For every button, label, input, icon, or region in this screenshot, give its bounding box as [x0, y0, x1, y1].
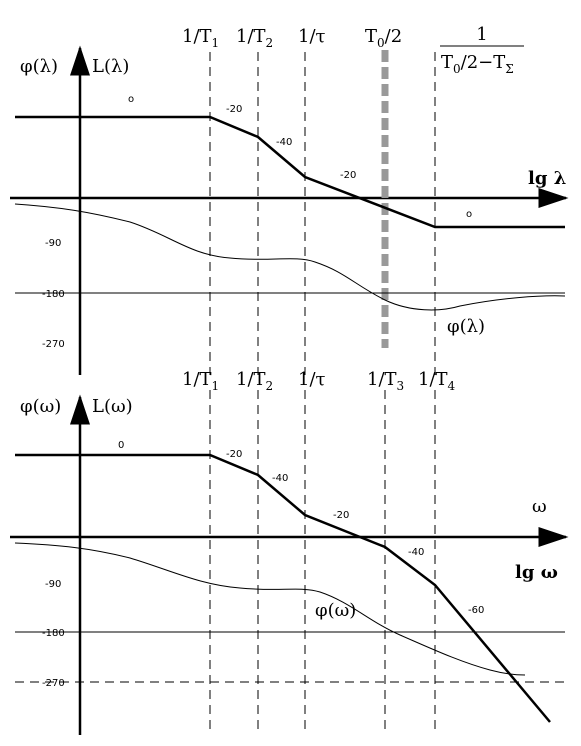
amplitude-line [15, 115, 565, 229]
phi-label: φ(ω) [20, 396, 61, 417]
freq-label: 1/T2 [236, 369, 273, 393]
phase-tick: -90 [45, 579, 61, 590]
axis-label: lg ω [515, 562, 558, 583]
phase-tick: -180 [42, 289, 65, 300]
slope-label: -40 [408, 547, 424, 558]
bottom-panel: φ(ω) L(ω) 1/T1 1/T2 1/τ 1/T3 1/T4 ω lg ω… [10, 369, 569, 735]
phase-tick: -180 [42, 628, 65, 639]
phase-curve [14, 542, 526, 676]
axis-label: lg λ [528, 168, 566, 189]
slope-label: -60 [468, 605, 484, 616]
freq-label: 1/T2 [236, 26, 273, 50]
slope-label: -20 [226, 104, 242, 115]
freq-label: 1/T4 [418, 369, 456, 393]
phase-curve-label: φ(ω) [315, 600, 356, 621]
phase-curve-label: φ(λ) [447, 316, 485, 337]
slope-label: -40 [272, 473, 288, 484]
freq-numerator: 1 [476, 24, 487, 45]
freq-label: 1/T1 [182, 369, 219, 393]
freq-label: 1/τ [298, 369, 326, 390]
freq-lines [209, 390, 436, 735]
slope-label: o [466, 209, 472, 220]
freq-label: 1/τ [298, 26, 326, 47]
top-panel: φ(λ) L(λ) 1/T1 1/T2 1/τ T0/2 1 T0/2−TΣ l… [10, 24, 569, 375]
omega-label: ω [532, 496, 547, 517]
slope-label: -20 [226, 449, 242, 460]
phase-curve [14, 203, 566, 311]
phase-tick: -270 [42, 339, 65, 350]
l-label: L(λ) [92, 56, 129, 77]
amplitude-line [15, 453, 551, 723]
slope-label: 0 [118, 440, 124, 451]
freq-denominator: T0/2−TΣ [441, 52, 514, 76]
phase-tick: -270 [42, 678, 65, 689]
slope-label: -20 [340, 170, 356, 181]
slope-label: o [128, 94, 134, 105]
freq-lines [209, 50, 436, 375]
phase-tick: -90 [45, 238, 61, 249]
freq-label: T0/2 [365, 26, 402, 50]
freq-label: 1/T1 [182, 26, 219, 50]
slope-label: -40 [276, 137, 292, 148]
slope-label: -20 [333, 510, 349, 521]
phi-label: φ(λ) [20, 56, 58, 77]
freq-label: 1/T3 [367, 369, 404, 393]
l-label: L(ω) [92, 396, 133, 417]
